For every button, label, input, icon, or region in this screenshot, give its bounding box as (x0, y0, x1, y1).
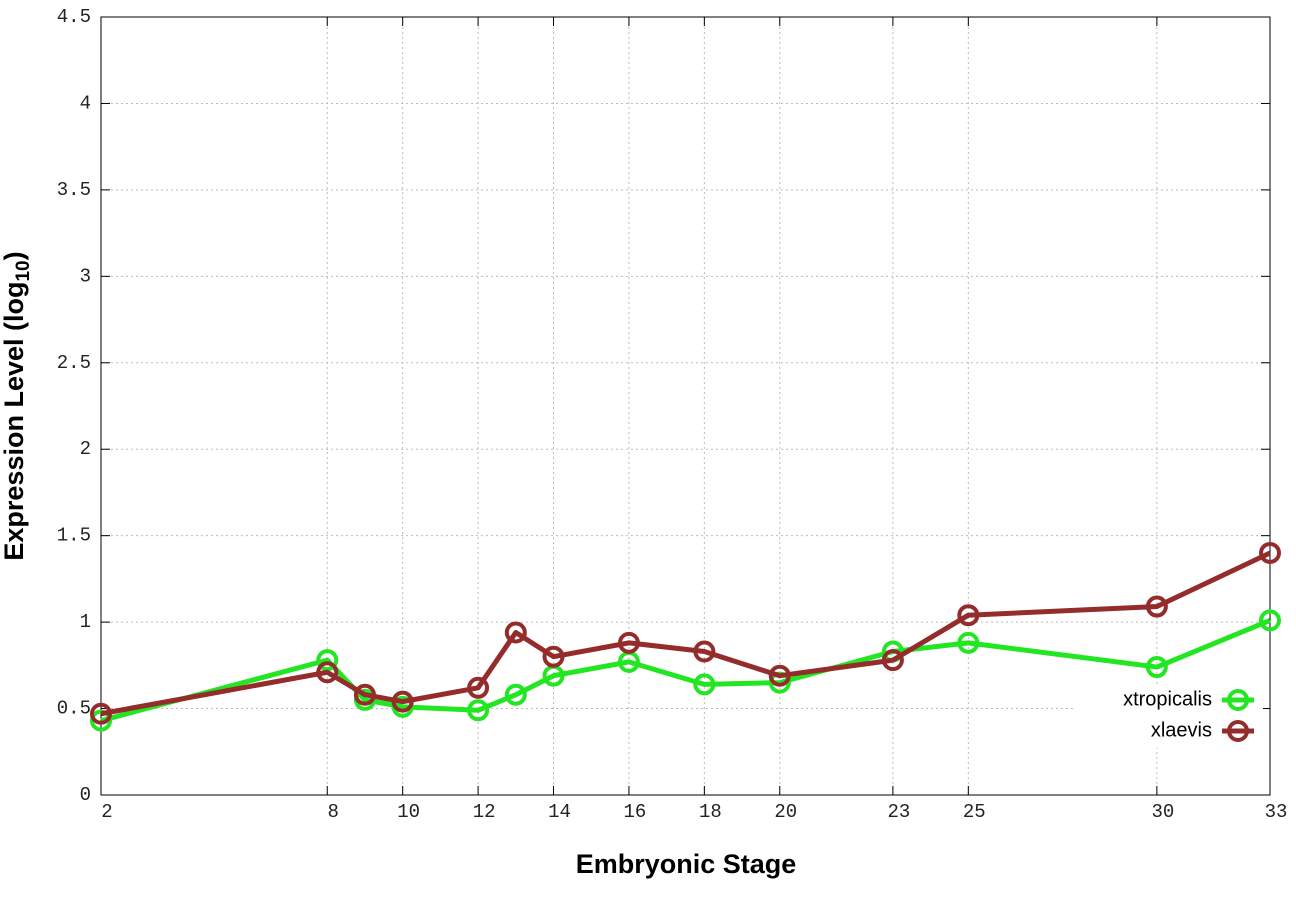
data-point (1259, 609, 1281, 632)
x-tick-label: 14 (548, 801, 571, 823)
data-point (353, 683, 376, 706)
y-tick-label: 4.5 (57, 6, 91, 28)
data-point (881, 649, 904, 672)
y-tick-label: 2.5 (57, 352, 91, 374)
y-tick-label: 3.5 (57, 179, 91, 201)
data-point (693, 673, 716, 696)
x-tick-label: 2 (101, 801, 112, 823)
x-tick-label: 8 (328, 801, 339, 823)
x-tick-label: 30 (1151, 801, 1174, 823)
y-axis-label: Expression Level (log10) (0, 251, 34, 560)
data-point (316, 661, 339, 684)
legend-label: xlaevis (1151, 719, 1212, 741)
legend-marker (1227, 689, 1249, 711)
plot-frame (100, 16, 1271, 796)
data-point (957, 604, 980, 627)
x-tick-label: 16 (624, 801, 647, 823)
x-tick-label: 12 (473, 801, 496, 823)
x-tick-label: 33 (1265, 801, 1288, 823)
x-tick-label: 25 (963, 801, 986, 823)
legend-label: xtropicalis (1123, 688, 1212, 710)
data-point (1145, 595, 1168, 618)
data-point (617, 631, 640, 654)
y-label-subscript: 10 (13, 260, 34, 281)
x-tick-label: 10 (397, 801, 420, 823)
data-point (693, 640, 716, 663)
data-point (504, 683, 527, 706)
data-point (467, 676, 490, 699)
data-point (90, 702, 112, 725)
y-tick-label: 3 (80, 265, 91, 287)
data-point (1145, 656, 1168, 679)
y-tick-label: 4 (80, 92, 91, 114)
x-tick-label: 20 (774, 801, 797, 823)
y-tick-label: 0 (80, 784, 91, 806)
y-tick-label: 1.5 (57, 525, 91, 547)
data-point (542, 645, 565, 668)
x-tick-label: 23 (887, 801, 910, 823)
data-point (504, 621, 527, 644)
series-line (100, 550, 1272, 717)
y-label-text: ) (0, 251, 29, 260)
data-point (768, 664, 791, 687)
x-tick-label: 18 (699, 801, 722, 823)
y-label-text: Expression Level (log (0, 282, 29, 561)
data-point (957, 631, 980, 654)
data-point (1259, 541, 1281, 564)
y-tick-label: 0.5 (57, 698, 91, 720)
legend-marker (1227, 720, 1249, 742)
y-tick-label: 2 (80, 438, 91, 460)
data-point (391, 690, 414, 713)
x-axis-label: Embryonic Stage (576, 849, 797, 879)
y-tick-label: 1 (80, 611, 91, 633)
data-point (467, 699, 490, 722)
data-point (316, 649, 339, 672)
